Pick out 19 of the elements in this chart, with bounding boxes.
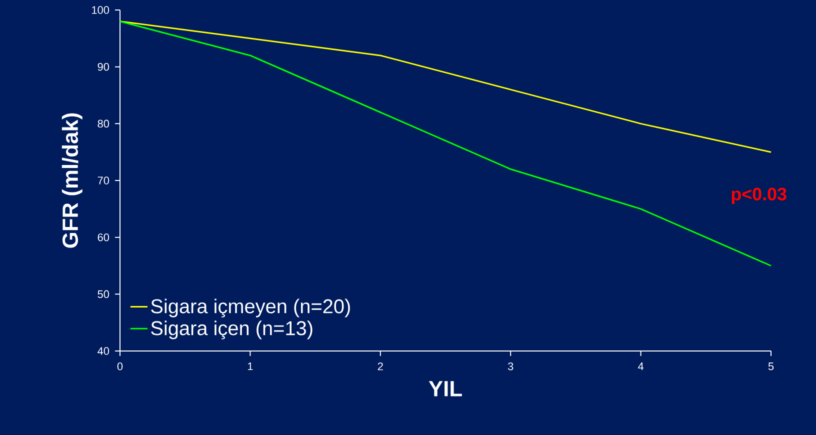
x-tick-label: 5 (768, 362, 774, 370)
x-tick-label: 3 (508, 362, 514, 370)
x-axis-title: YIL (428, 381, 462, 396)
legend-label: Sigara içmeyen (n=20) (151, 298, 350, 318)
x-tick-label: 4 (638, 362, 644, 370)
x-tick-label: 0 (117, 362, 123, 370)
y-tick-label: 90 (98, 62, 110, 71)
legend-label: Sigara içen (n=13) (151, 320, 312, 340)
y-tick-label: 70 (98, 176, 110, 184)
y-tick-label: 100 (92, 6, 110, 14)
x-tick-label: 1 (248, 362, 253, 370)
y-tick-label: 40 (98, 347, 110, 355)
y-axis-title: GFR (ml/dak) (62, 113, 82, 248)
line-series (119, 20, 772, 153)
y-tick-label: 50 (98, 290, 110, 298)
y-tick-label: 80 (98, 120, 110, 128)
annotation: p<0.03 (732, 188, 786, 204)
x-tick-label: 2 (378, 362, 383, 370)
y-tick-label: 60 (98, 233, 110, 242)
